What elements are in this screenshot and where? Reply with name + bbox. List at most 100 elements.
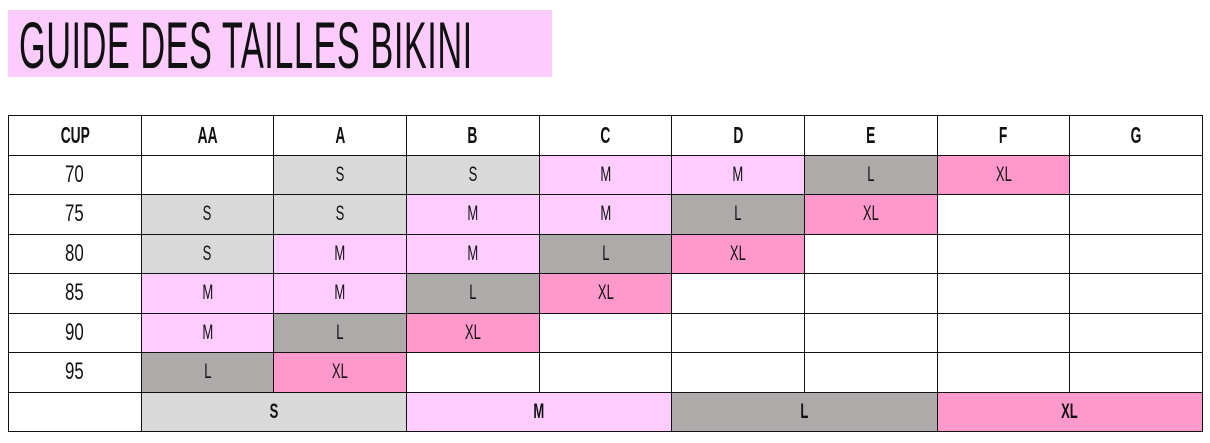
header-cell: A xyxy=(273,115,407,156)
header-cell: G xyxy=(1069,115,1203,156)
size-cell xyxy=(936,352,1071,393)
size-cell: M xyxy=(140,273,275,314)
size-cell: M xyxy=(273,233,407,274)
size-cell: L xyxy=(273,312,407,353)
size-cell xyxy=(803,312,938,353)
size-cell xyxy=(1069,154,1203,195)
header-cell: D xyxy=(671,115,805,156)
header-cell-text: D xyxy=(733,121,744,148)
size-cell xyxy=(1069,352,1203,393)
size-cell xyxy=(1069,194,1203,235)
table-row: 75 S S M M L XL xyxy=(8,194,1203,235)
legend-cell: L xyxy=(671,391,938,432)
size-cell-text: M xyxy=(732,162,744,186)
size-cell xyxy=(538,352,673,393)
size-cell-text: XL xyxy=(862,202,879,226)
band-cell-text: 70 xyxy=(65,160,85,188)
size-cell: S xyxy=(405,154,540,195)
legend-cell-text: M xyxy=(533,399,545,423)
header-cell-text: F xyxy=(999,121,1008,148)
legend-empty-cell xyxy=(8,391,142,432)
band-cell-text: 85 xyxy=(65,279,85,307)
header-cell-text: C xyxy=(600,121,611,148)
size-cell: XL xyxy=(538,273,673,314)
band-cell: 80 xyxy=(8,233,142,274)
table-row: 70 S S M M L XL xyxy=(8,154,1203,195)
size-cell-text: L xyxy=(867,162,875,186)
size-cell-text: XL xyxy=(730,241,747,265)
size-cell xyxy=(1069,273,1203,314)
size-cell xyxy=(538,312,673,353)
size-cell: XL xyxy=(273,352,407,393)
size-cell xyxy=(1069,312,1203,353)
size-cell-text: M xyxy=(467,241,479,265)
size-cell-text: S xyxy=(335,202,345,226)
size-cell: S xyxy=(273,154,407,195)
size-cell xyxy=(405,352,540,393)
header-cell: F xyxy=(936,115,1071,156)
size-cell: L xyxy=(405,273,540,314)
band-cell-text: 95 xyxy=(65,358,85,386)
table-row: 95 L XL xyxy=(8,352,1203,393)
size-cell-text: L xyxy=(469,281,477,305)
size-cell-text: M xyxy=(600,202,611,226)
size-cell-text: M xyxy=(202,281,213,305)
table-row: 90 M L XL xyxy=(8,312,1203,353)
header-row: CUP AA A B C D E F G xyxy=(8,115,1203,156)
size-cell xyxy=(936,194,1071,235)
size-cell: M xyxy=(405,194,540,235)
size-cell: M xyxy=(273,273,407,314)
size-cell: S xyxy=(273,194,407,235)
size-cell: M xyxy=(538,154,673,195)
size-cell: S xyxy=(140,233,275,274)
size-cell xyxy=(1069,233,1203,274)
legend-cell: XL xyxy=(936,391,1203,432)
size-cell: S xyxy=(140,194,275,235)
header-cell-text: E xyxy=(866,121,876,148)
size-cell-text: S xyxy=(468,162,478,186)
band-cell: 90 xyxy=(8,312,142,353)
size-cell-text: S xyxy=(203,202,212,226)
size-cell-text: XL xyxy=(332,360,349,384)
size-cell xyxy=(803,233,938,274)
header-cell: C xyxy=(538,115,673,156)
size-cell xyxy=(936,273,1071,314)
header-cell-text: AA xyxy=(197,121,218,148)
table-row: 80 S M M L XL xyxy=(8,233,1203,274)
size-cell: XL xyxy=(803,194,938,235)
size-cell xyxy=(936,233,1071,274)
size-cell-text: M xyxy=(202,320,213,344)
size-cell-text: L xyxy=(203,360,212,384)
size-cell-text: S xyxy=(203,241,212,265)
size-cell-text: XL xyxy=(464,320,481,344)
size-cell: M xyxy=(405,233,540,274)
size-cell: XL xyxy=(671,233,805,274)
title-banner: GUIDE DES TAILLES BIKINI xyxy=(8,8,552,82)
legend-cell: M xyxy=(405,391,673,432)
size-cell-text: S xyxy=(335,162,345,186)
legend-row: S M L XL xyxy=(8,391,1203,432)
size-cell: M xyxy=(538,194,673,235)
size-cell xyxy=(671,273,805,314)
page-title: GUIDE DES TAILLES BIKINI xyxy=(19,8,473,82)
legend-cell: S xyxy=(140,391,407,432)
size-cell-text: L xyxy=(336,320,344,344)
size-cell xyxy=(671,312,805,353)
band-cell: 75 xyxy=(8,194,142,235)
legend-cell-text: L xyxy=(800,399,809,423)
header-cell: E xyxy=(803,115,938,156)
size-cell xyxy=(140,154,275,195)
legend-cell-text: S xyxy=(269,399,279,423)
size-cell-text: XL xyxy=(995,162,1012,186)
size-cell-text: XL xyxy=(597,281,614,305)
size-cell-text: M xyxy=(334,281,346,305)
size-cell: L xyxy=(140,352,275,393)
size-cell xyxy=(803,352,938,393)
band-cell-text: 75 xyxy=(65,200,85,228)
header-cell: B xyxy=(405,115,540,156)
header-cell-text: B xyxy=(467,121,478,148)
size-cell-text: M xyxy=(600,162,611,186)
size-guide-table: CUP AA A B C D E F G 70 S S M M L XL 75 S S M M L XL 80 S M M L XL 85… xyxy=(8,115,1203,432)
size-cell: XL xyxy=(936,154,1071,195)
size-cell xyxy=(936,312,1071,353)
